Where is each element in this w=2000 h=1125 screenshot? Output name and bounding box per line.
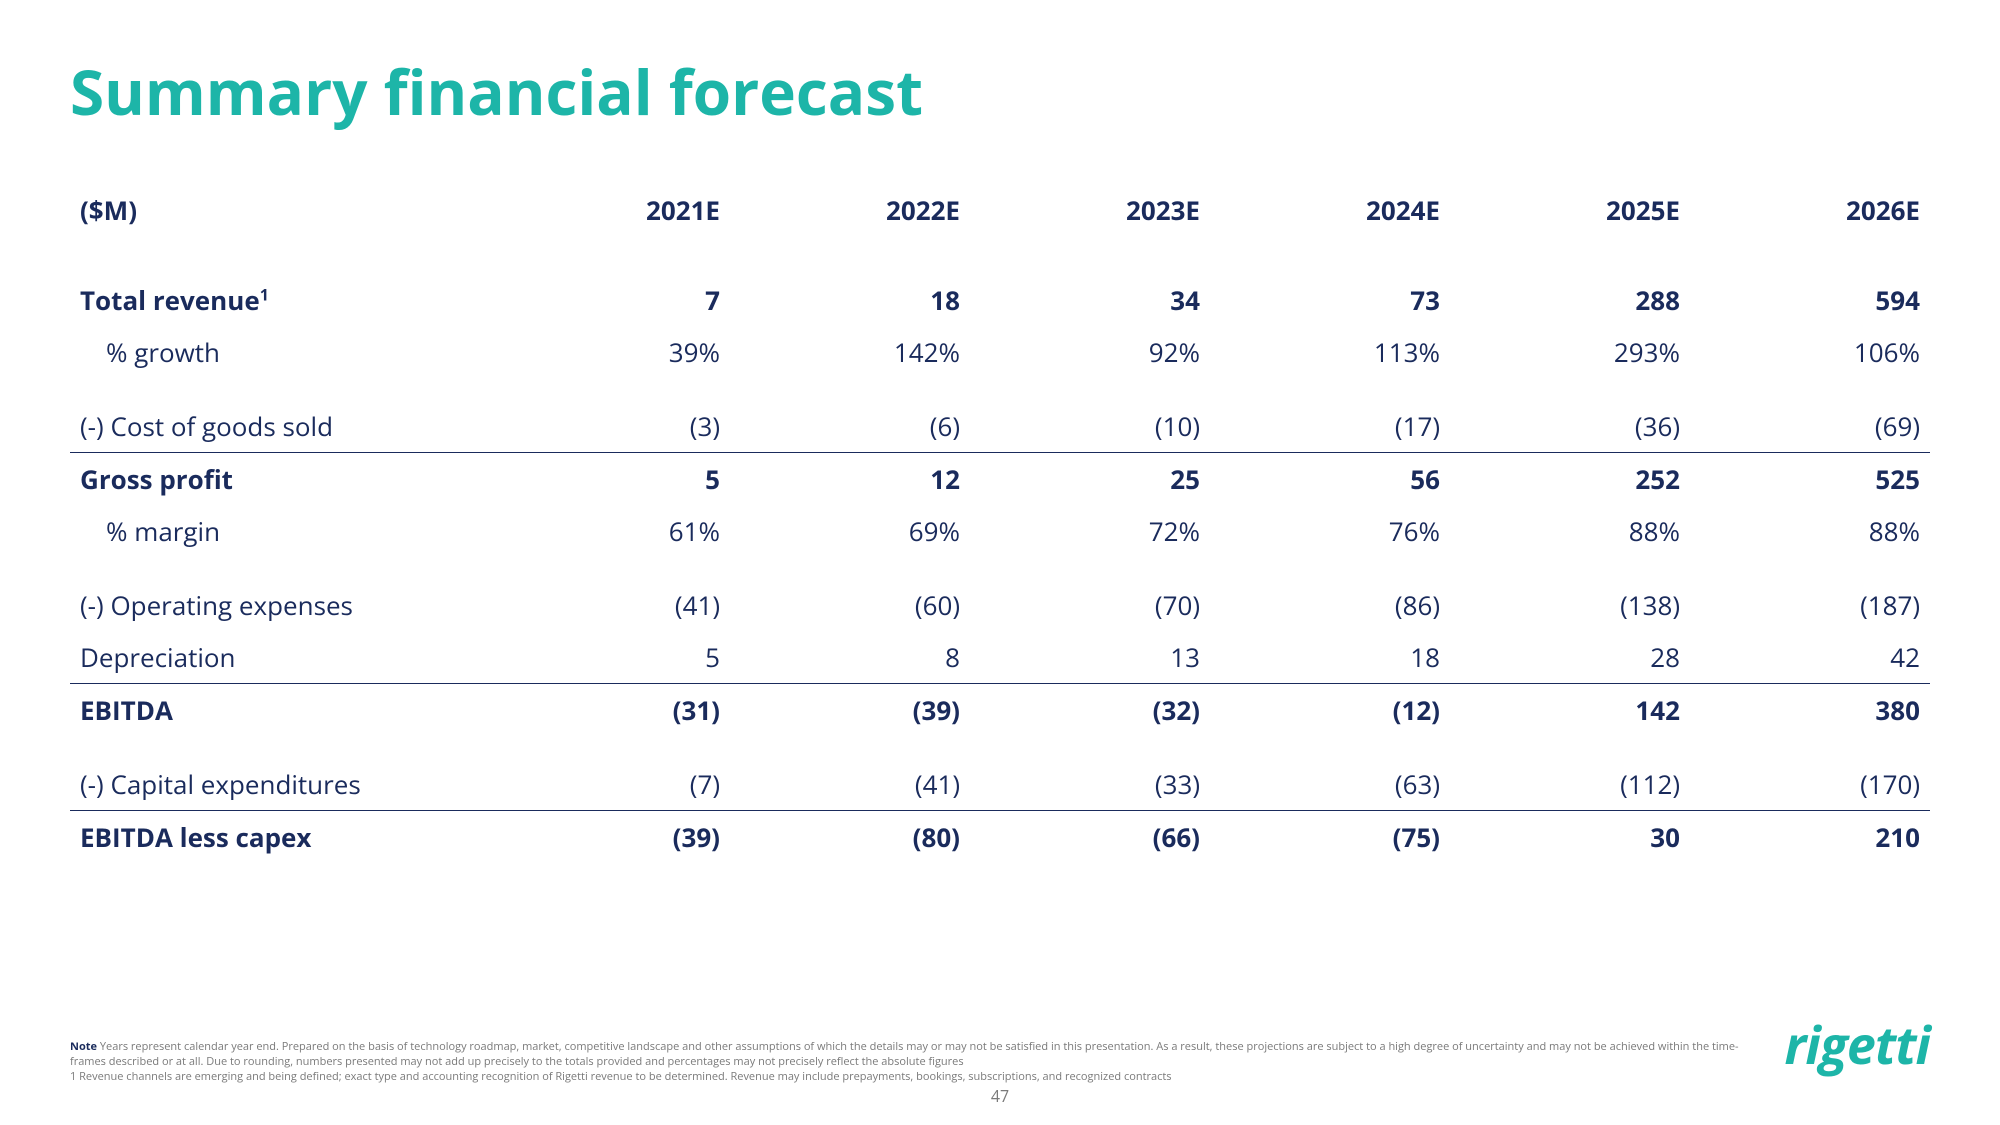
cell: 28	[1450, 631, 1690, 684]
cell: 525	[1690, 453, 1930, 506]
cell: (187)	[1690, 557, 1930, 631]
cell: 72%	[970, 505, 1210, 557]
row-label: (-) Capital expenditures	[70, 736, 490, 811]
cell: 288	[1450, 252, 1690, 326]
page-number: 47	[0, 1085, 2000, 1107]
cell: 210	[1690, 811, 1930, 864]
cell: 73	[1210, 252, 1450, 326]
row-label: Depreciation	[70, 631, 490, 684]
cell: 88%	[1690, 505, 1930, 557]
row-label: (-) Cost of goods sold	[70, 378, 490, 453]
cell: 5	[490, 453, 730, 506]
cell: (39)	[730, 684, 970, 737]
cell: (80)	[730, 811, 970, 864]
cell: 56	[1210, 453, 1450, 506]
cell: (39)	[490, 811, 730, 864]
row-depreciation: Depreciation 5 8 13 18 28 42	[70, 631, 1930, 684]
footnote: Note Years represent calendar year end. …	[70, 1040, 1770, 1085]
cell: (41)	[490, 557, 730, 631]
row-label: % growth	[70, 326, 490, 378]
footnote-line1: Years represent calendar year end. Prepa…	[70, 1039, 1739, 1069]
cell: 61%	[490, 505, 730, 557]
footer: Note Years represent calendar year end. …	[70, 1040, 1930, 1085]
cell: 5	[490, 631, 730, 684]
year-header: 2025E	[1450, 184, 1690, 252]
row-label: EBITDA	[70, 684, 490, 737]
cell: 252	[1450, 453, 1690, 506]
cell: 76%	[1210, 505, 1450, 557]
cell: 25	[970, 453, 1210, 506]
cell: (69)	[1690, 378, 1930, 453]
cell: (41)	[730, 736, 970, 811]
row-total-revenue: Total revenue1 7 18 34 73 288 594	[70, 252, 1930, 326]
footnote-line2: 1 Revenue channels are emerging and bein…	[70, 1069, 1172, 1084]
year-header: 2022E	[730, 184, 970, 252]
cell: (7)	[490, 736, 730, 811]
row-label: Total revenue1	[70, 252, 490, 326]
cell: 113%	[1210, 326, 1450, 378]
row-ebitda-less-capex: EBITDA less capex (39) (80) (66) (75) 30…	[70, 811, 1930, 864]
cell: (112)	[1450, 736, 1690, 811]
cell: (32)	[970, 684, 1210, 737]
row-label: % margin	[70, 505, 490, 557]
year-header: 2026E	[1690, 184, 1930, 252]
cell: 380	[1690, 684, 1930, 737]
row-gross-profit: Gross profit 5 12 25 56 252 525	[70, 453, 1930, 506]
cell: (36)	[1450, 378, 1690, 453]
row-margin: % margin 61% 69% 72% 76% 88% 88%	[70, 505, 1930, 557]
cell: (66)	[970, 811, 1210, 864]
page-title: Summary financial forecast	[70, 50, 1930, 134]
cell: 18	[730, 252, 970, 326]
header-row: ($M) 2021E 2022E 2023E 2024E 2025E 2026E	[70, 184, 1930, 252]
row-opex: (-) Operating expenses (41) (60) (70) (8…	[70, 557, 1930, 631]
cell: (3)	[490, 378, 730, 453]
row-label: EBITDA less capex	[70, 811, 490, 864]
cell: (86)	[1210, 557, 1450, 631]
cell: 7	[490, 252, 730, 326]
cell: (6)	[730, 378, 970, 453]
cell: (170)	[1690, 736, 1930, 811]
forecast-table: ($M) 2021E 2022E 2023E 2024E 2025E 2026E…	[70, 184, 1930, 863]
cell: (12)	[1210, 684, 1450, 737]
row-growth: % growth 39% 142% 92% 113% 293% 106%	[70, 326, 1930, 378]
cell: 34	[970, 252, 1210, 326]
cell: (17)	[1210, 378, 1450, 453]
cell: 142	[1450, 684, 1690, 737]
cell: 92%	[970, 326, 1210, 378]
footnote-label: Note	[70, 1039, 97, 1054]
row-ebitda: EBITDA (31) (39) (32) (12) 142 380	[70, 684, 1930, 737]
cell: 18	[1210, 631, 1450, 684]
cell: 13	[970, 631, 1210, 684]
cell: 293%	[1450, 326, 1690, 378]
cell: 30	[1450, 811, 1690, 864]
cell: (63)	[1210, 736, 1450, 811]
cell: 106%	[1690, 326, 1930, 378]
cell: 594	[1690, 252, 1930, 326]
year-header: 2021E	[490, 184, 730, 252]
cell: 12	[730, 453, 970, 506]
row-label: (-) Operating expenses	[70, 557, 490, 631]
units-header: ($M)	[70, 184, 490, 252]
cell: 88%	[1450, 505, 1690, 557]
cell: (31)	[490, 684, 730, 737]
cell: (60)	[730, 557, 970, 631]
year-header: 2023E	[970, 184, 1210, 252]
company-logo: rigetti	[1784, 1009, 1930, 1080]
year-header: 2024E	[1210, 184, 1450, 252]
cell: 69%	[730, 505, 970, 557]
cell: 42	[1690, 631, 1930, 684]
cell: 8	[730, 631, 970, 684]
cell: 142%	[730, 326, 970, 378]
cell: (10)	[970, 378, 1210, 453]
row-label: Gross profit	[70, 453, 490, 506]
cell: (75)	[1210, 811, 1450, 864]
cell: (33)	[970, 736, 1210, 811]
row-capex: (-) Capital expenditures (7) (41) (33) (…	[70, 736, 1930, 811]
cell: 39%	[490, 326, 730, 378]
cell: (70)	[970, 557, 1210, 631]
row-cogs: (-) Cost of goods sold (3) (6) (10) (17)…	[70, 378, 1930, 453]
cell: (138)	[1450, 557, 1690, 631]
